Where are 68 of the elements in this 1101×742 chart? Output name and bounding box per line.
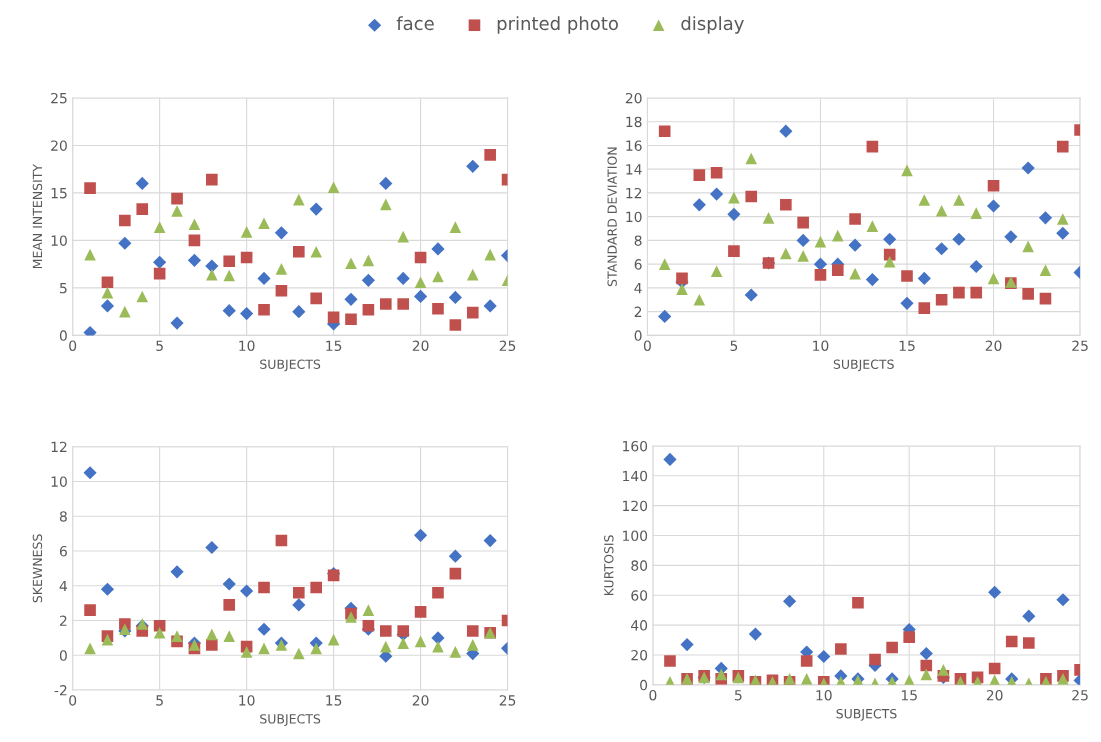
y-tick-label: 16: [626, 140, 642, 151]
y-tick-label: 12: [626, 187, 642, 199]
y-tick-label: 160: [623, 440, 648, 452]
x-tick-label: 5: [156, 340, 163, 351]
x-tick-label: 15: [899, 340, 915, 351]
x-tick-label: 10: [239, 340, 255, 351]
y-tick-label: 0: [634, 330, 642, 341]
y-axis-title: SKEWNESS: [32, 534, 43, 603]
x-tick-label: 15: [326, 695, 342, 706]
x-axis-title: SUBJECTS: [836, 708, 897, 721]
x-tick-label: 10: [816, 689, 832, 701]
y-tick-label: 10: [51, 476, 67, 487]
x-tick-label: 5: [156, 695, 163, 706]
x-tick-label: 5: [730, 340, 738, 351]
x-tick-label: 20: [986, 689, 1003, 701]
y-tick-label: 20: [51, 140, 67, 151]
x-tick-label: 0: [69, 340, 77, 351]
y-tick-label: -2: [54, 685, 67, 696]
y-tick-label: 140: [623, 470, 648, 482]
y-tick-label: 6: [634, 259, 642, 270]
x-tick-label: 25: [499, 695, 516, 706]
x-tick-label: 25: [499, 340, 516, 351]
y-tick-label: 10: [51, 235, 67, 246]
x-tick-label: 15: [326, 340, 342, 351]
x-tick-label: 25: [1072, 689, 1088, 701]
y-tick-label: 12: [51, 441, 67, 452]
y-tick-label: 4: [634, 283, 642, 294]
y-tick-label: 0: [59, 330, 67, 341]
x-axis-title: SUBJECTS: [833, 359, 894, 372]
y-tick-label: 25: [51, 92, 67, 104]
y-tick-label: 2: [634, 306, 642, 317]
y-tick-label: 10: [626, 211, 642, 223]
y-tick-label: 8: [59, 511, 67, 522]
y-tick-label: 120: [623, 500, 648, 512]
y-tick-label: 18: [626, 116, 642, 128]
x-tick-label: 10: [239, 695, 255, 706]
y-tick-label: 20: [631, 649, 648, 661]
y-tick-label: 0: [59, 650, 67, 661]
y-tick-label: 14: [626, 164, 642, 175]
x-axis-title: SUBJECTS: [260, 359, 321, 372]
legend-label: face: [396, 16, 434, 31]
x-tick-label: 10: [813, 340, 829, 351]
x-tick-label: 0: [69, 695, 77, 706]
y-tick-label: 0: [640, 679, 648, 691]
y-tick-label: 20: [625, 92, 642, 104]
x-tick-label: 15: [901, 690, 917, 701]
x-tick-label: 25: [1072, 340, 1088, 351]
y-tick-label: 80: [631, 560, 648, 571]
y-tick-label: 5: [60, 283, 67, 294]
y-tick-label: 100: [623, 530, 648, 542]
y-tick-label: 4: [59, 580, 68, 592]
x-tick-label: 0: [649, 689, 657, 701]
y-tick-label: 60: [631, 590, 648, 601]
y-tick-label: 6: [59, 545, 67, 557]
y-axis-title: MEAN INTENSITY: [32, 163, 43, 269]
y-tick-label: 2: [59, 615, 67, 626]
legend-label: printed photo: [497, 16, 618, 34]
y-tick-label: 40: [631, 620, 648, 631]
y-tick-label: 15: [51, 188, 67, 199]
y-tick-label: 8: [634, 235, 642, 246]
x-tick-label: 20: [412, 340, 429, 351]
x-tick-label: 20: [412, 695, 429, 706]
x-tick-label: 20: [985, 340, 1002, 351]
legend-label: display: [681, 16, 744, 34]
y-axis-title: STANDARD DEVIATION: [607, 147, 617, 287]
x-tick-label: 5: [734, 690, 742, 701]
x-axis-title: SUBJECTS: [260, 714, 321, 726]
y-axis-title: KURTOSIS: [604, 535, 614, 596]
